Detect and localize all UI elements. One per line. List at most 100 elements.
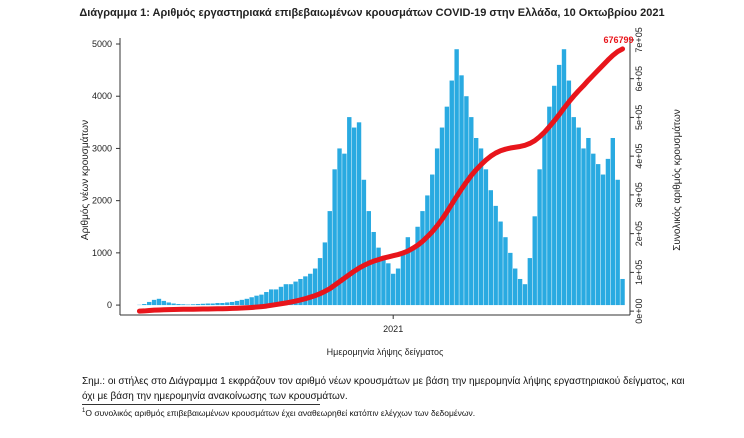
y-tick-label: 2000: [92, 196, 112, 206]
bar: [503, 237, 508, 306]
bar: [386, 263, 391, 306]
footnote-marker: 1: [82, 408, 86, 415]
bar: [200, 303, 206, 306]
bar: [600, 174, 606, 306]
bar: [298, 278, 303, 306]
y-tick-label: 1000: [92, 248, 112, 258]
bar: [273, 289, 279, 306]
bar: [400, 252, 406, 306]
y2-tick-label: 0e+00: [634, 298, 644, 323]
y2-tick-label: 2e+05: [634, 221, 644, 246]
bar: [595, 164, 601, 306]
bar: [176, 304, 181, 306]
bar: [464, 96, 469, 306]
bar: [186, 304, 191, 306]
bar: [303, 276, 308, 306]
y-tick-label: 0: [107, 300, 112, 310]
bar: [293, 281, 298, 306]
bar: [371, 231, 376, 306]
bar: [586, 137, 591, 306]
footnote-text: Ο συνολικός αριθμός επιβεβαιωμένων κρουσ…: [85, 408, 476, 418]
bar: [610, 137, 615, 306]
bar: [566, 80, 572, 306]
bar: [527, 258, 533, 306]
bar: [244, 298, 249, 306]
bar: [478, 148, 484, 306]
bar: [483, 169, 489, 306]
bar: [283, 284, 289, 306]
bar: [181, 304, 186, 306]
bar: [366, 211, 371, 306]
bar: [454, 49, 459, 306]
y2-axis-label: Συνολικός αριθμός κρουσμάτων: [671, 109, 683, 251]
bar: [308, 273, 313, 306]
bar: [391, 273, 396, 306]
bar: [278, 286, 284, 306]
bar: [620, 278, 625, 306]
bar: [210, 303, 215, 306]
y-tick-label: 4000: [92, 91, 112, 101]
bar: [220, 302, 225, 306]
bar: [415, 226, 420, 306]
bar: [425, 195, 430, 306]
bar: [317, 258, 323, 306]
bar: [552, 85, 557, 306]
bar: [469, 117, 474, 306]
bar: [547, 106, 552, 306]
bar: [322, 242, 328, 306]
y2-tick-label: 6e+05: [634, 66, 644, 91]
bar: [605, 158, 611, 306]
bar: [234, 300, 240, 306]
bar: [556, 64, 562, 306]
y-axis-label: Αριθμός νέων κρουσμάτων: [79, 120, 91, 240]
bar: [147, 301, 152, 306]
bar: [166, 302, 171, 306]
y2-tick-label: 4e+05: [634, 144, 644, 169]
bar: [254, 295, 259, 306]
bar: [337, 148, 342, 306]
bar: [215, 302, 220, 306]
bar: [444, 106, 450, 306]
bar: [225, 302, 230, 306]
bar: [171, 303, 176, 306]
bar: [405, 237, 411, 306]
bar: [342, 153, 347, 306]
bar: [381, 258, 386, 306]
separator: [82, 404, 320, 405]
bar: [259, 294, 264, 306]
bar: [581, 148, 586, 306]
bar: [151, 299, 157, 306]
y2-tick-label: 5e+05: [634, 105, 644, 130]
x-tick-label: 2021: [383, 324, 403, 334]
bar: [473, 137, 479, 306]
bar: [239, 299, 245, 306]
bar: [571, 117, 576, 306]
bar: [142, 304, 147, 306]
y2-tick-label: 1e+05: [634, 260, 644, 285]
bar: [410, 247, 415, 306]
bar: [190, 304, 196, 306]
bar: [249, 297, 254, 306]
bar: [347, 117, 352, 306]
bar: [493, 205, 498, 306]
bar: [269, 289, 274, 306]
y-tick-label: 3000: [92, 143, 112, 153]
note: Σημ.: οι στήλες στο Διάγραμμα 1 εκφράζου…: [82, 376, 685, 402]
bar: [576, 127, 581, 306]
chart: Διάγραμμα 1: Αριθμός εργαστηριακά επιβεβ…: [79, 7, 683, 357]
y2-tick-label: 7e+05: [634, 27, 644, 52]
bar: [264, 292, 269, 306]
bar: [420, 211, 425, 306]
y-tick-label: 5000: [92, 39, 112, 49]
bar: [430, 174, 435, 306]
bar: [376, 247, 381, 306]
bar: [361, 179, 367, 306]
footnote: 1Ο συνολικός αριθμός επιβεβαιωμένων κρου…: [82, 408, 475, 418]
bar: [288, 284, 293, 306]
bar: [513, 268, 518, 306]
bar: [229, 301, 235, 306]
bar: [205, 303, 210, 306]
y2-tick-label: 3e+05: [634, 182, 644, 207]
bar: [161, 300, 167, 306]
